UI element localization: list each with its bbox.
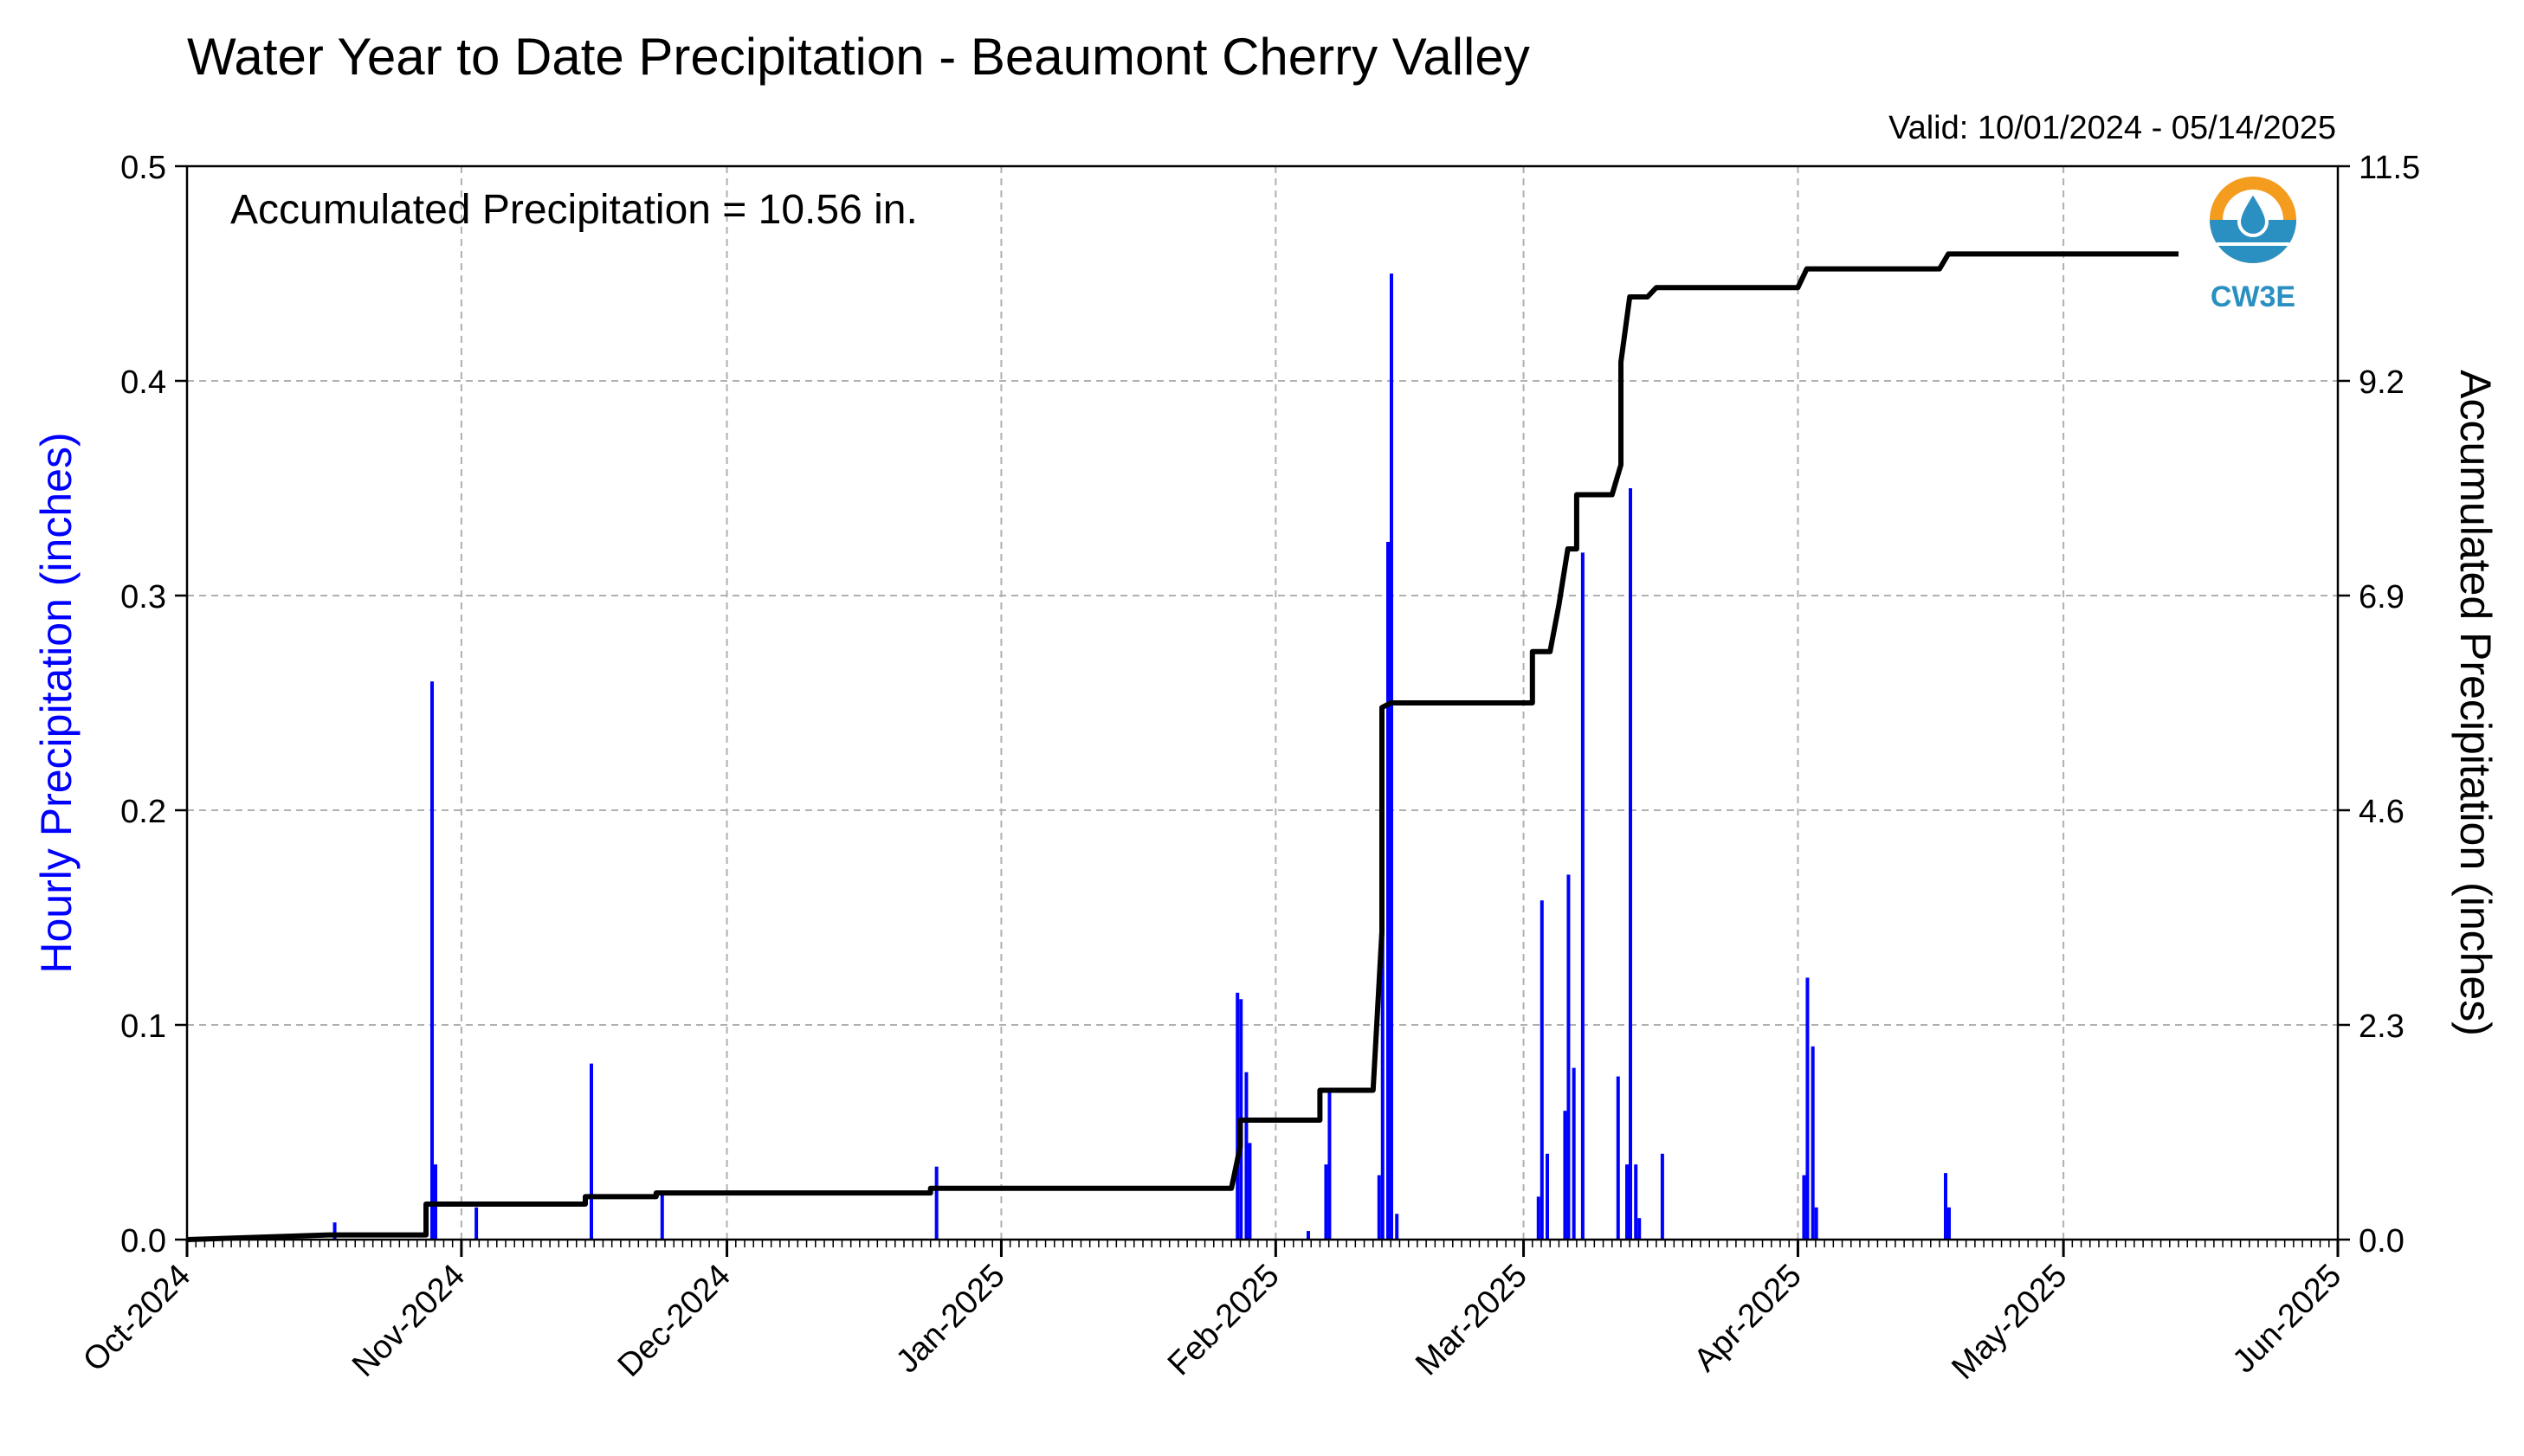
hourly-bar bbox=[1947, 1207, 1951, 1240]
right-tick-label: 2.3 bbox=[2359, 1008, 2405, 1045]
hourly-bar bbox=[1625, 1164, 1629, 1240]
hourly-bar bbox=[1572, 1067, 1576, 1240]
left-tick-label: 0.2 bbox=[120, 794, 166, 830]
logo-text: CW3E bbox=[2211, 280, 2295, 313]
hourly-bar bbox=[934, 1166, 939, 1240]
hourly-bar bbox=[1616, 1076, 1620, 1240]
plot-frame bbox=[185, 164, 2340, 1241]
right-tick-label: 9.2 bbox=[2359, 364, 2405, 401]
accumulated-total-annotation: Accumulated Precipitation = 10.56 in. bbox=[230, 187, 918, 233]
left-tick-label: 0.3 bbox=[120, 579, 166, 615]
hourly-bar bbox=[1811, 1046, 1815, 1240]
accumulated-line bbox=[186, 251, 2179, 1242]
right-tick-label: 6.9 bbox=[2359, 579, 2405, 615]
hourly-bar bbox=[1377, 1175, 1381, 1240]
hourly-bar bbox=[474, 1207, 479, 1240]
logo-water-waves bbox=[2210, 220, 2296, 263]
y-axis-label-left: Hourly Precipitation (inches) bbox=[32, 432, 81, 973]
hourly-bar bbox=[332, 1222, 337, 1240]
hourly-bar bbox=[1814, 1207, 1818, 1240]
hourly-bar bbox=[1386, 542, 1390, 1240]
hourly-bar bbox=[1327, 1089, 1332, 1240]
hourly-bar bbox=[660, 1192, 664, 1240]
hourly-bar bbox=[590, 1063, 593, 1240]
accumulated-precipitation-line bbox=[186, 251, 2179, 1242]
right-axis: 0.0 2.3 4.6 6.9 9.2 11.5 bbox=[2338, 150, 2420, 1260]
hourly-bar bbox=[1546, 1153, 1549, 1240]
right-tick-label: 11.5 bbox=[2359, 150, 2420, 186]
grid-lines bbox=[187, 166, 2338, 1240]
left-tick-label: 0.0 bbox=[120, 1223, 166, 1260]
hourly-bar bbox=[1563, 1111, 1567, 1240]
hourly-bar bbox=[1660, 1153, 1664, 1240]
hourly-bar bbox=[1629, 1132, 1632, 1240]
hourly-precipitation-bars bbox=[332, 274, 1951, 1240]
hourly-bar bbox=[1944, 1173, 1947, 1240]
hourly-bar bbox=[1566, 874, 1571, 1240]
hourly-bar bbox=[1802, 1175, 1806, 1240]
hourly-bar bbox=[1236, 992, 1240, 1240]
hourly-bar bbox=[1380, 816, 1385, 1240]
valid-date-range: Valid: 10/01/2024 - 05/14/2025 bbox=[1888, 110, 2336, 146]
hourly-bar bbox=[1248, 1143, 1252, 1240]
left-axis: 0.0 0.1 0.2 0.3 0.4 0.5 bbox=[120, 150, 187, 1260]
hourly-bar bbox=[1244, 1072, 1249, 1240]
chart-title: Water Year to Date Precipitation - Beaum… bbox=[187, 28, 1530, 86]
right-tick-label: 4.6 bbox=[2359, 794, 2405, 830]
hourly-bar bbox=[1307, 1231, 1310, 1240]
hourly-bar bbox=[1540, 900, 1544, 1240]
hourly-bar bbox=[1805, 977, 1810, 1240]
y-axis-label-right: Accumulated Precipitation (inches) bbox=[2451, 370, 2500, 1036]
hourly-bar bbox=[1629, 853, 1632, 1240]
hourly-bar bbox=[430, 681, 434, 1240]
hourly-bar bbox=[1637, 1218, 1642, 1240]
hourly-bar bbox=[1634, 1164, 1638, 1240]
left-tick-label: 0.5 bbox=[120, 150, 166, 186]
cw3e-logo: CW3E bbox=[2210, 177, 2296, 313]
hourly-bar bbox=[1395, 1214, 1399, 1240]
hourly-bar bbox=[1324, 1164, 1328, 1240]
hourly-bar bbox=[1580, 552, 1585, 1240]
hourly-bar bbox=[1536, 1196, 1540, 1240]
right-tick-label: 0.0 bbox=[2359, 1223, 2405, 1260]
hourly-bar bbox=[1390, 896, 1393, 1240]
left-tick-label: 0.4 bbox=[120, 364, 166, 401]
left-tick-label: 0.1 bbox=[120, 1008, 166, 1045]
logo-water-drop-icon bbox=[2237, 189, 2269, 237]
